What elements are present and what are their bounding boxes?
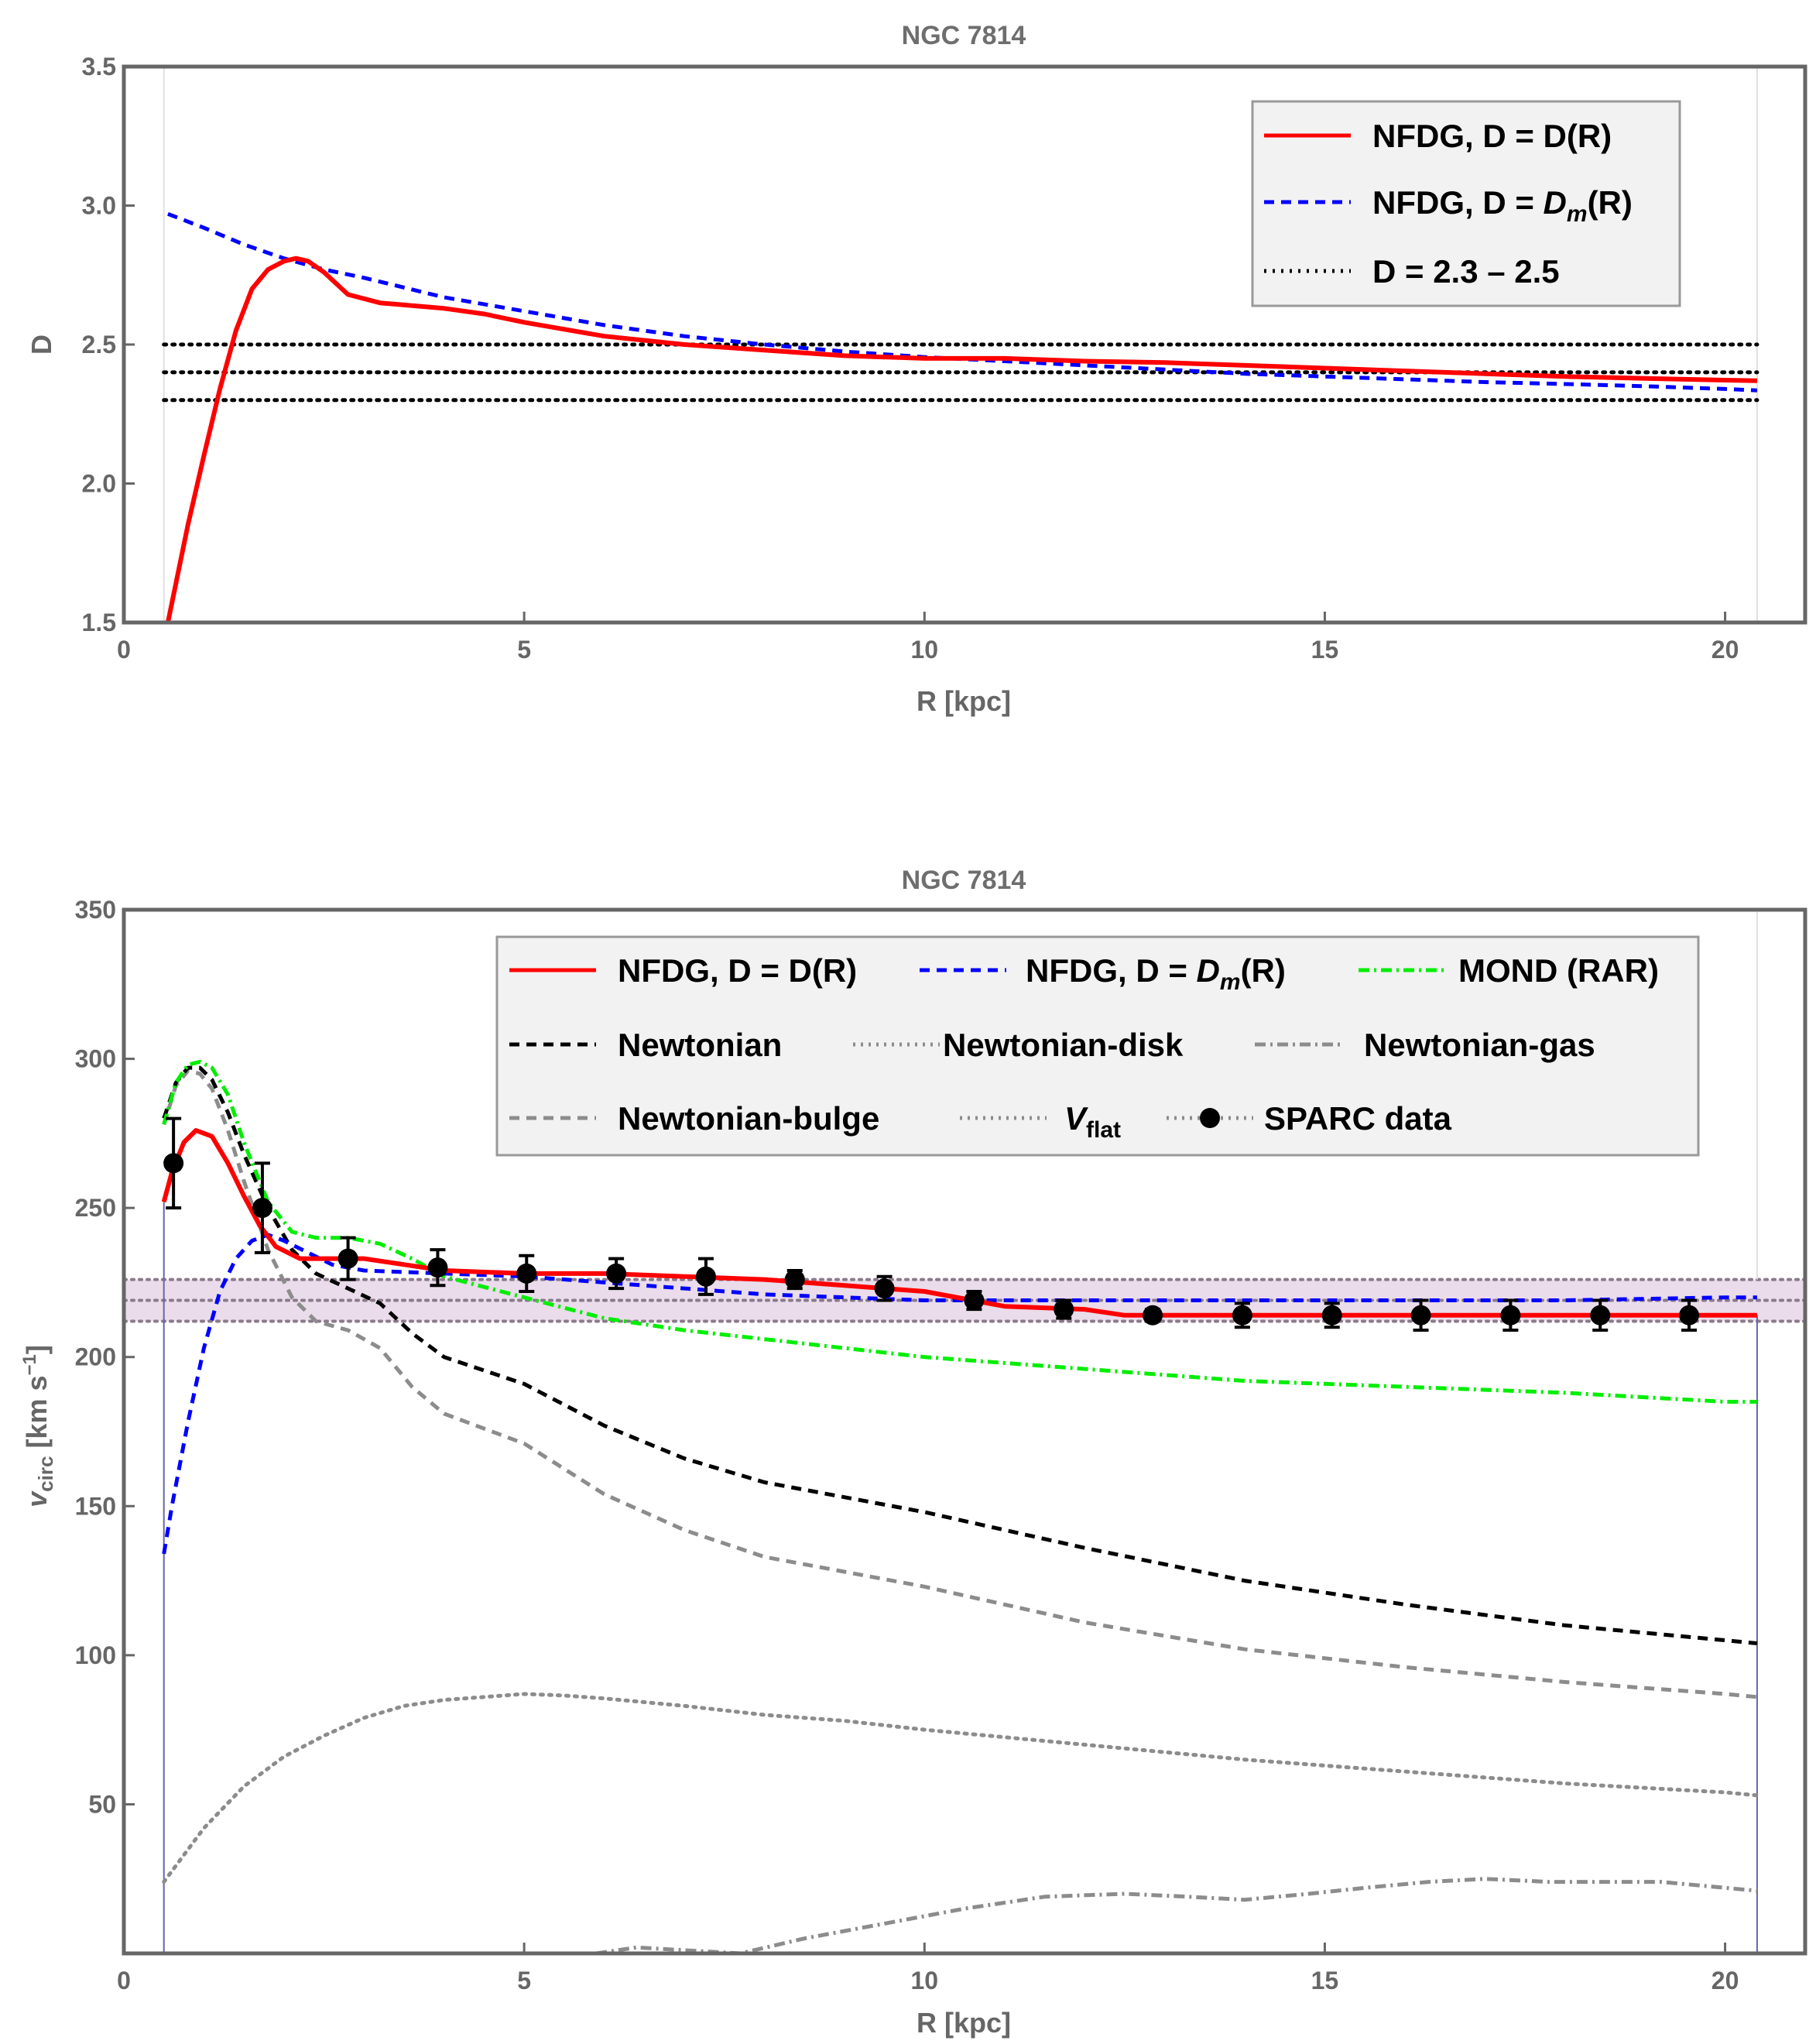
sparc-point-17 [1679, 1305, 1700, 1326]
top-legend-label-red: NFDG, D = D(R) [1372, 118, 1612, 154]
sparc-point-2 [338, 1248, 358, 1269]
sparc-point-8 [874, 1278, 895, 1299]
sparc-point-16 [1590, 1305, 1611, 1326]
sparc-point-3 [427, 1257, 448, 1278]
top-legend-blue-italic: D [1544, 184, 1567, 221]
p1-xtick-label-4: 20 [1711, 1967, 1739, 1994]
sparc-point-14 [1410, 1305, 1431, 1326]
p1-ytick-label-3: 200 [75, 1343, 116, 1371]
legend-nfdg-dm-sub: m [1220, 969, 1241, 995]
series-newtonian-disk [162, 1692, 1759, 1885]
legend-label-newtonian-disk: Newtonian-disk [943, 1027, 1184, 1063]
p1-ytick-label-5: 300 [75, 1045, 116, 1073]
p0-xtick-label-0: 0 [117, 636, 131, 664]
bottom-xlabel: R [kpc] [917, 2007, 1011, 2039]
sparc-point-1 [252, 1198, 272, 1219]
sparc-point-10 [1054, 1299, 1074, 1320]
p0-ytick-label-4: 3.5 [82, 53, 116, 81]
legend-nfdg-dm-main: NFDG, D = [1026, 952, 1197, 989]
series-mond [162, 1059, 1757, 1404]
sparc-point-15 [1500, 1305, 1521, 1326]
legend-label-newtonian: Newtonian [618, 1027, 782, 1063]
p1-ytick-label-4: 250 [75, 1194, 116, 1222]
bottom-plot-area [124, 910, 1805, 1953]
legend-label-newtonian-gas: Newtonian-gas [1364, 1027, 1595, 1063]
series-newtonian-gas [595, 1877, 1758, 1953]
legend-swatch-sparc-marker [1200, 1108, 1220, 1128]
legend-label-nfdg-dr: NFDG, D = D(R) [618, 952, 857, 989]
top-title: NGC 7814 [902, 21, 1026, 50]
p0-ytick-label-0: 1.5 [82, 609, 116, 636]
p1-ytick-label-0: 50 [88, 1790, 116, 1818]
p1-ytick-label-6: 350 [75, 896, 116, 924]
top-frame [122, 64, 1807, 625]
sparc-point-12 [1232, 1305, 1252, 1326]
bottom-legend-box [495, 935, 1700, 1157]
p0-xtick-label-1: 5 [517, 636, 531, 664]
legend-vflat-italic: V [1064, 1100, 1088, 1137]
sparc-point-11 [1143, 1305, 1163, 1326]
top-axis-ticks: 0 5 10 15 20 1.5 2.0 2.5 3.0 3.5 [82, 53, 1739, 664]
bottom-ylabel-close: ] [21, 1345, 53, 1354]
bottom-legend: NFDG, D = D(R) NFDG, D = Dm(R) MOND (RAR… [495, 935, 1700, 1157]
legend-label-vflat: Vflat [1064, 1100, 1121, 1143]
legend-label-mond: MOND (RAR) [1458, 952, 1659, 989]
p1-xtick-label-3: 15 [1311, 1967, 1339, 1994]
p0-xtick-label-4: 20 [1711, 636, 1739, 664]
top-plot-area [162, 67, 1759, 622]
sparc-point-13 [1321, 1305, 1342, 1326]
bottom-ylabel-units: [km s [21, 1376, 53, 1456]
top-legend-label-dotted: D = 2.3 – 2.5 [1372, 253, 1560, 290]
bottom-panel: NGC 7814 0 5 10 15 20 50 100 150 200 250 300 350 R … [19, 866, 1807, 2039]
top-legend-blue-sub: m [1567, 201, 1588, 227]
p1-xtick-label-2: 10 [910, 1967, 938, 1994]
top-legend-blue-tail: (R) [1588, 184, 1633, 221]
sparc-point-9 [964, 1290, 985, 1311]
bottom-ylabel-sub: circ [34, 1456, 57, 1492]
p0-ytick-label-2: 2.5 [82, 331, 116, 358]
bottom-title: NGC 7814 [902, 866, 1026, 895]
legend-nfdg-dm-italic: D [1197, 952, 1220, 989]
legend-label-sparc: SPARC data [1264, 1100, 1452, 1137]
bottom-ylabel: vcirc [km s−1] [19, 1345, 57, 1507]
top-legend-label-blue: NFDG, D = Dm(R) [1372, 184, 1633, 227]
bottom-frame [122, 907, 1807, 1956]
series-nfdg-dr [161, 1128, 1757, 1318]
sparc-point-0 [163, 1153, 184, 1174]
p0-ytick-label-1: 2.0 [82, 470, 116, 498]
p1-ytick-label-1: 100 [75, 1641, 116, 1669]
series-newtonian [162, 1065, 1758, 1645]
bottom-ylabel-sup: −1 [19, 1354, 40, 1375]
bottom-ylabel-main: v [21, 1490, 53, 1507]
top-ylabel: D [26, 334, 57, 355]
top-xlabel: R [kpc] [917, 685, 1011, 717]
top-panel: NGC 7814 0 5 10 15 20 1.5 2.0 2.5 3.0 3.5 R [kpc]… [26, 21, 1807, 717]
p1-ytick-label-2: 150 [75, 1492, 116, 1520]
bottom-axis-ticks: 0 5 10 15 20 50 100 150 200 250 300 350 [75, 896, 1739, 1994]
sparc-point-5 [606, 1263, 627, 1284]
legend-nfdg-dm-tail: (R) [1241, 952, 1286, 989]
legend-label-newtonian-bulge: Newtonian-bulge [618, 1100, 879, 1137]
sparc-point-6 [695, 1266, 716, 1287]
sparc-point-7 [784, 1269, 805, 1290]
p0-ytick-label-3: 3.0 [82, 192, 116, 220]
legend-vflat-sub: flat [1086, 1117, 1121, 1143]
p1-xtick-label-1: 5 [517, 1967, 531, 1994]
p1-xtick-label-0: 0 [117, 1967, 131, 1994]
top-legend: NFDG, D = D(R) NFDG, D = Dm(R) D = 2.3 –… [1251, 100, 1681, 307]
top-series-nfdg-dr [165, 256, 1757, 622]
p0-xtick-label-2: 10 [910, 636, 938, 664]
p0-xtick-label-3: 15 [1311, 636, 1339, 664]
sparc-point-4 [516, 1263, 537, 1284]
top-legend-blue-main: NFDG, D = [1372, 184, 1544, 221]
legend-label-nfdg-dm: NFDG, D = Dm(R) [1026, 952, 1286, 995]
series-newtonian-bulge [162, 1068, 1758, 1699]
